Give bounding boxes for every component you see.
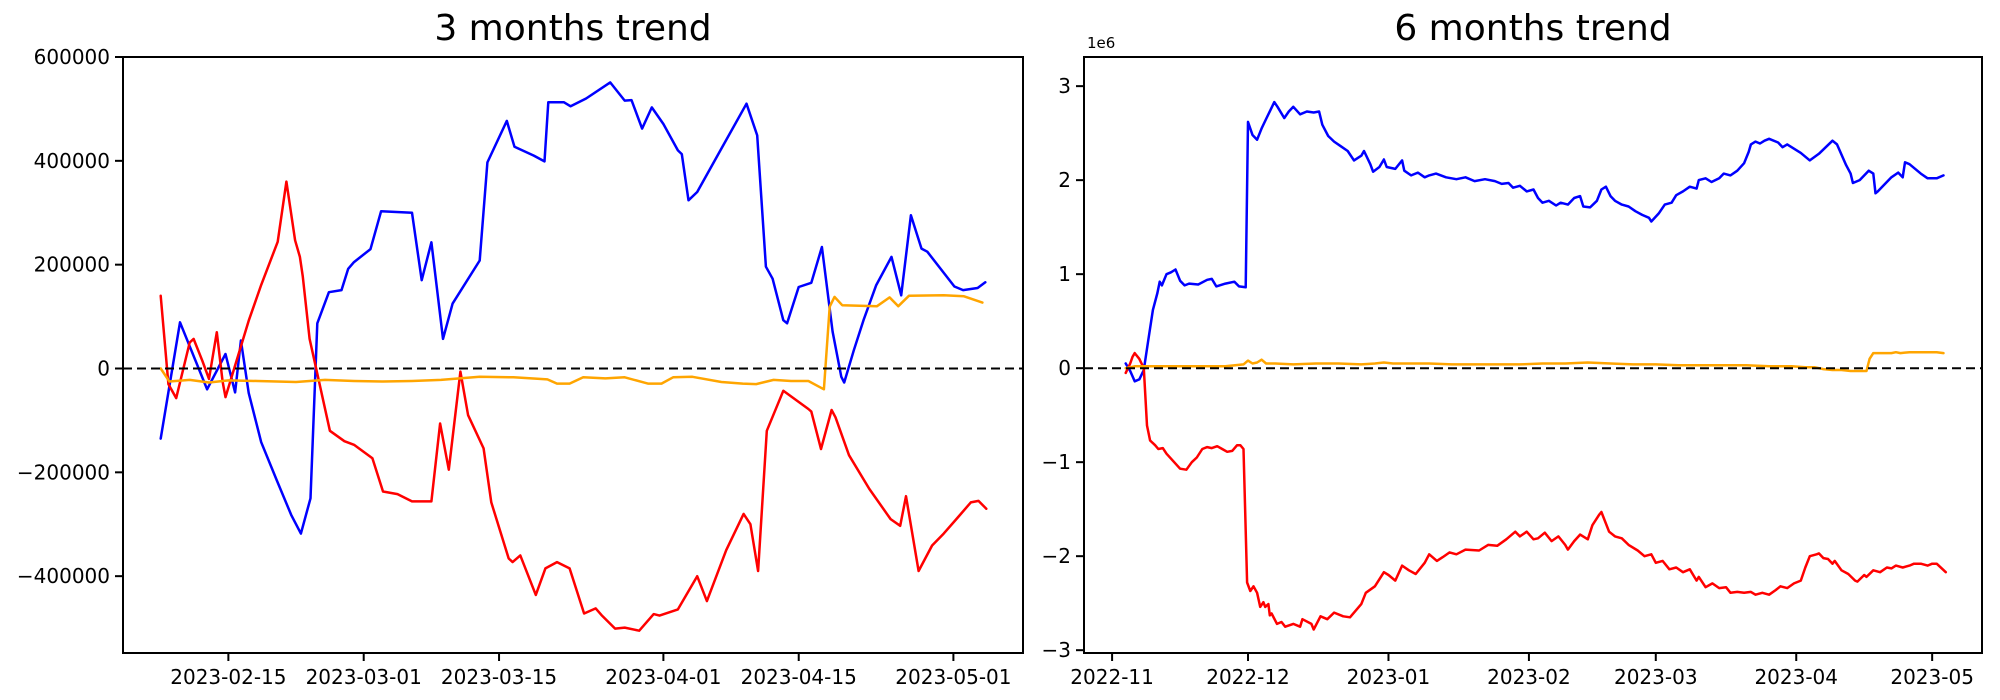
y-tick-label: −3 xyxy=(1042,638,1071,662)
axes-frame xyxy=(122,56,1024,654)
x-tick-label: 2023-04-15 xyxy=(741,665,857,689)
y-tick-label: 1 xyxy=(1058,262,1071,286)
y-tick-label: 2 xyxy=(1058,168,1071,192)
x-tick-label: 2023-05-01 xyxy=(895,665,1011,689)
x-tick-label: 2023-03-15 xyxy=(441,665,557,689)
chart-title-6-months: 6 months trend xyxy=(1394,8,1672,49)
axes-frame xyxy=(1083,56,1983,654)
x-tick-label: 2023-03-01 xyxy=(306,665,422,689)
series-line-orange xyxy=(1124,350,1945,373)
y-tick-label: −400000 xyxy=(17,564,110,588)
x-tick-label: 2023-01 xyxy=(1347,665,1431,689)
chart-title-3-months: 3 months trend xyxy=(434,8,712,49)
x-tick-label: 2023-04-01 xyxy=(605,665,721,689)
x-tick-label: 2023-05 xyxy=(1890,665,1974,689)
x-tick-label: 2023-04 xyxy=(1754,665,1838,689)
y-tick-label: −200000 xyxy=(17,460,110,484)
y-tick-label: 3 xyxy=(1058,74,1071,98)
y-tick-label: −2 xyxy=(1042,544,1071,568)
x-tick-label: 2023-03 xyxy=(1614,665,1698,689)
x-tick-label: 2022-12 xyxy=(1206,665,1290,689)
y-tick-label: −1 xyxy=(1042,450,1071,474)
y-tick-label: 200000 xyxy=(34,253,110,277)
y-tick-label: 0 xyxy=(97,356,110,380)
y-tick-label: 400000 xyxy=(34,149,110,173)
x-tick-label: 2023-02-15 xyxy=(170,665,286,689)
chart-6mo: 3 2 1 0 −1 −2 −3 1e6 2022-11 2022-12 2023-01 2023-0… xyxy=(1042,34,1983,689)
y-tick-label: 600000 xyxy=(34,45,110,69)
y-axis-offset-label: 1e6 xyxy=(1087,34,1115,52)
series-line-blue xyxy=(1124,100,1945,383)
x-tick-label: 2022-11 xyxy=(1070,665,1154,689)
series-line-orange xyxy=(159,294,984,391)
series-line-red xyxy=(159,180,988,632)
series-line-red xyxy=(1124,351,1948,631)
x-tick-label: 2023-02 xyxy=(1487,665,1571,689)
chart-3mo: 600000 400000 200000 0 −200000 −400000 2023-02… xyxy=(17,45,1024,689)
y-tick-label: 0 xyxy=(1058,356,1071,380)
series-line-blue xyxy=(159,81,987,535)
